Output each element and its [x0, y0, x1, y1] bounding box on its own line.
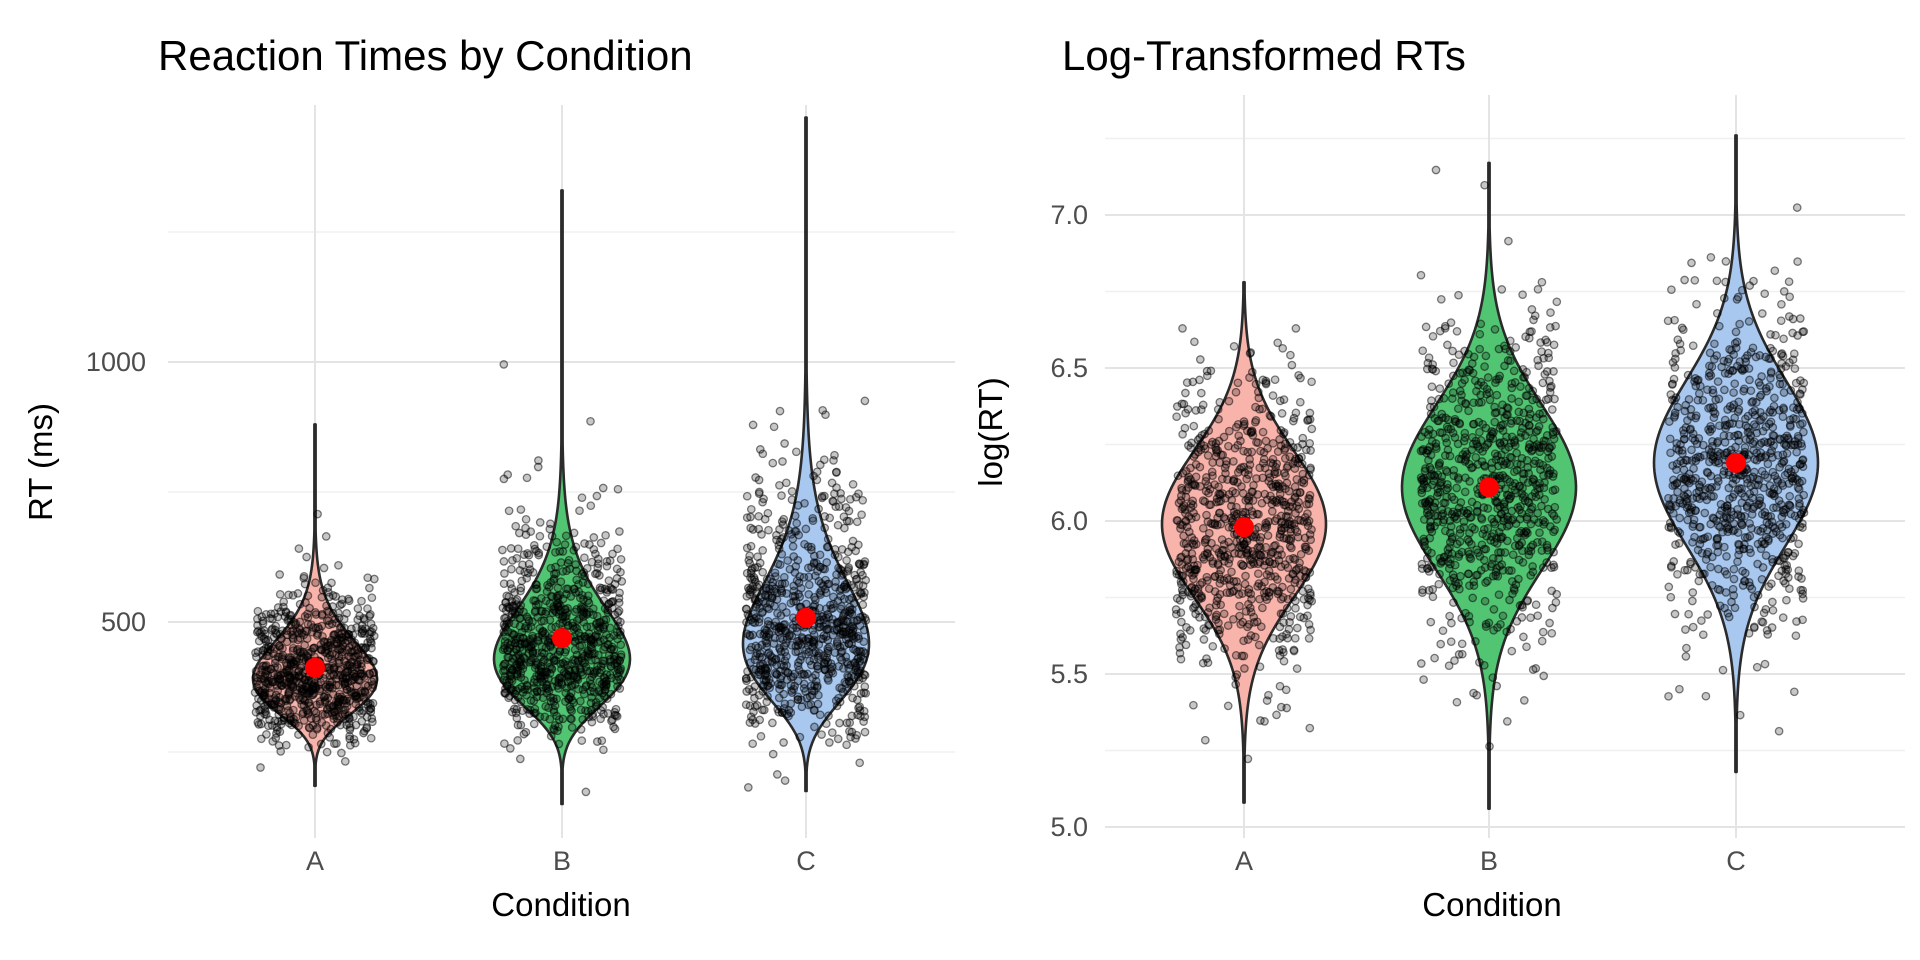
jitter-points-b: [498, 360, 627, 797]
right-x-axis-title: Condition: [1422, 886, 1561, 923]
left-y-tick-labels: 500 1000: [86, 347, 146, 637]
right-x-tick-labels: A B C: [1235, 846, 1746, 876]
y-tick-label: 500: [101, 607, 146, 637]
x-tick-label: C: [1726, 846, 1746, 876]
left-x-axis-title: Condition: [491, 886, 630, 923]
mean-point-c: [796, 607, 816, 628]
mean-point-a: [1234, 517, 1254, 538]
y-tick-label: 1000: [86, 347, 146, 377]
mean-point-b: [552, 628, 572, 649]
left-plot-title: Reaction Times by Condition: [158, 32, 693, 79]
left-x-tick-labels: A B C: [306, 846, 816, 876]
right-jitter-points: [1171, 165, 1809, 764]
y-tick-label: 7.0: [1050, 200, 1088, 230]
x-tick-label: A: [306, 846, 324, 876]
jitter-points-b: [1416, 165, 1562, 751]
jitter-points-a: [1171, 324, 1317, 764]
y-tick-label: 6.5: [1050, 353, 1088, 383]
jitter-points-c: [741, 396, 871, 792]
right-y-tick-labels: 5.0 5.5 6.0 6.5 7.0: [1050, 200, 1088, 842]
x-tick-label: C: [796, 846, 816, 876]
x-tick-label: A: [1235, 846, 1253, 876]
y-tick-label: 6.0: [1050, 506, 1088, 536]
jitter-points-c: [1663, 203, 1809, 736]
x-tick-label: B: [1480, 846, 1498, 876]
left-y-axis-title: RT (ms): [22, 403, 59, 521]
x-tick-label: B: [553, 846, 571, 876]
right-mean-points: [1234, 452, 1746, 538]
mean-point-c: [1726, 452, 1746, 473]
left-mean-points: [305, 607, 816, 678]
mean-point-a: [305, 657, 325, 678]
right-y-axis-title: log(RT): [972, 377, 1009, 486]
y-tick-label: 5.5: [1050, 659, 1088, 689]
right-plot-title: Log-Transformed RTs: [1062, 32, 1466, 79]
mean-point-b: [1479, 477, 1499, 498]
y-tick-label: 5.0: [1050, 812, 1088, 842]
